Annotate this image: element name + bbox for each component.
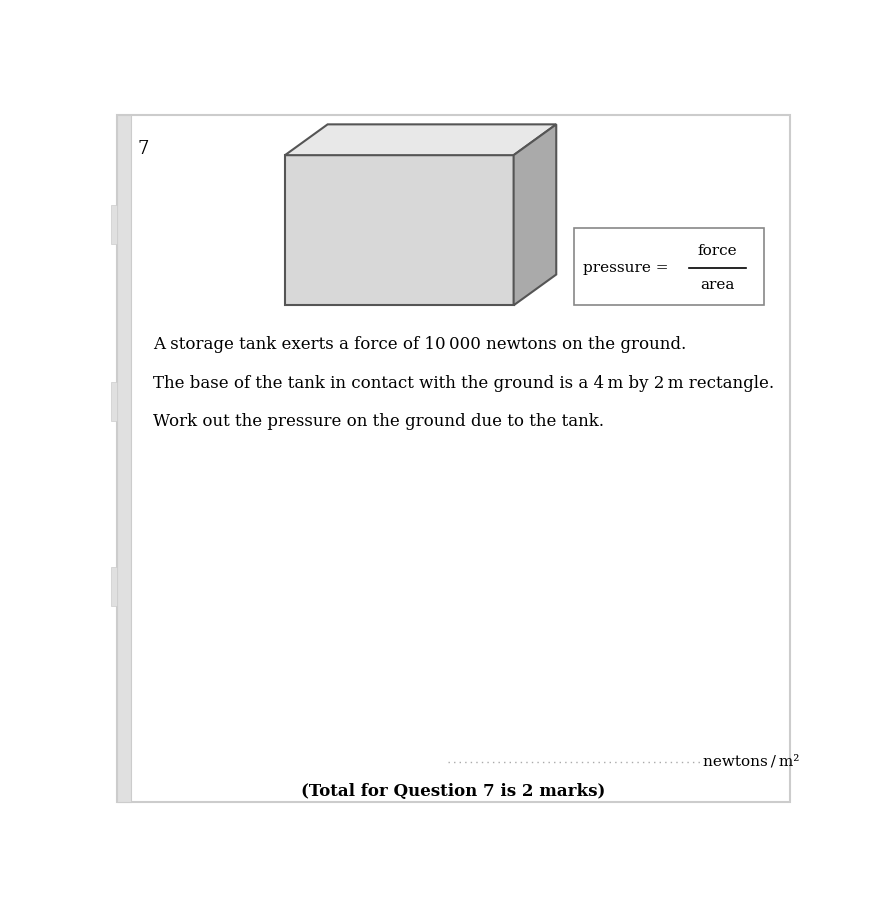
Text: pressure =: pressure = [583,262,673,275]
Bar [111,568,117,606]
Bar [574,228,764,305]
Text: A storage tank exerts a force of 10 000 newtons on the ground.: A storage tank exerts a force of 10 000 … [153,336,687,353]
Text: force: force [697,244,737,259]
Text: The base of the tank in contact with the ground is a 4 m by 2 m rectangle.: The base of the tank in contact with the… [153,375,774,391]
Bar [111,382,117,420]
Text: (Total for Question 7 is 2 marks): (Total for Question 7 is 2 marks) [301,783,605,800]
Polygon shape [513,124,557,305]
Polygon shape [285,124,557,155]
Text: newtons / m²: newtons / m² [703,755,799,769]
Text: 7: 7 [138,140,150,158]
Text: Work out the pressure on the ground due to the tank.: Work out the pressure on the ground due … [153,413,604,430]
Bar [117,115,131,802]
Text: area: area [700,278,735,291]
Bar [111,205,117,243]
Polygon shape [285,155,513,305]
